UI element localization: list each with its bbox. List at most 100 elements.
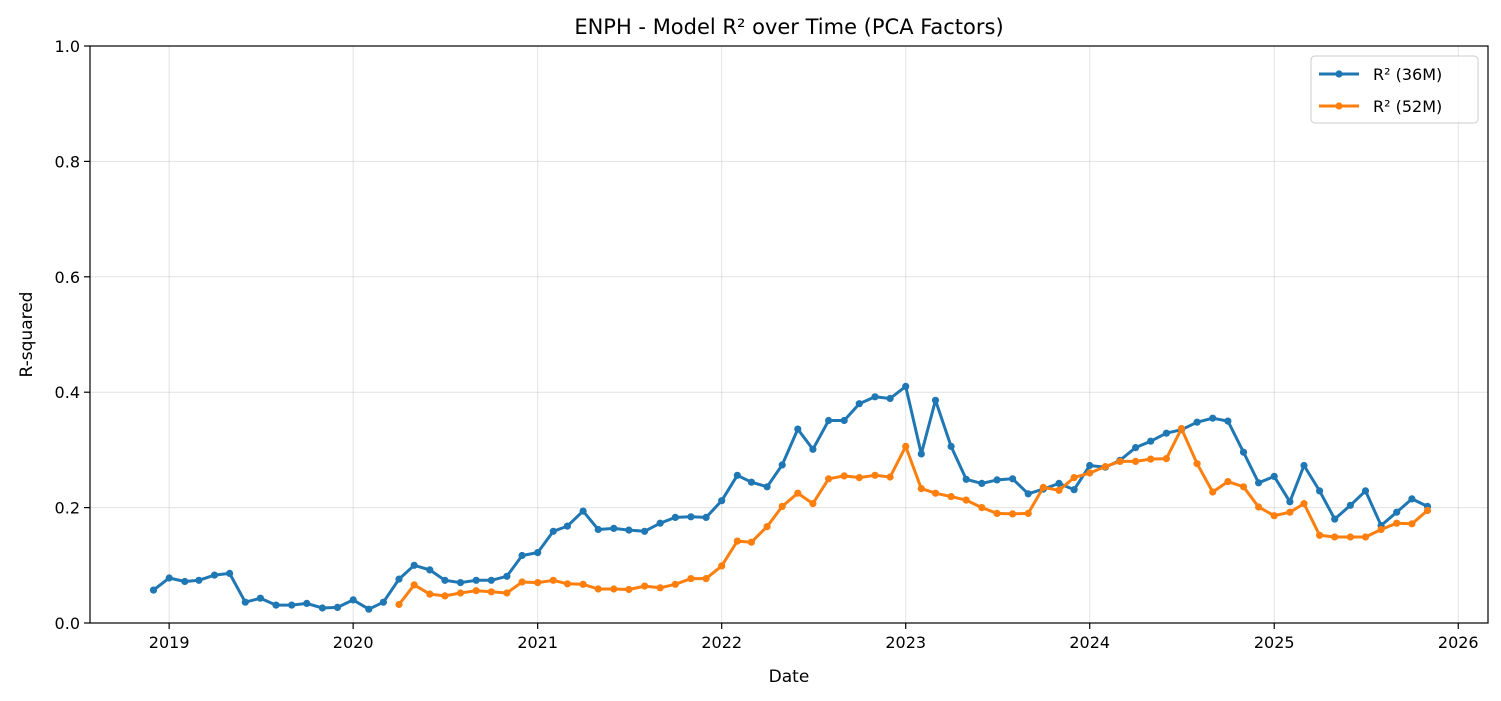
data-point — [518, 551, 526, 560]
data-point — [1162, 429, 1170, 437]
data-point — [1346, 533, 1354, 541]
data-point — [149, 586, 158, 594]
chart-title: ENPH - Model R² over Time (PCA Factors) — [574, 15, 1003, 39]
x-axis-label: Date — [769, 667, 810, 687]
data-point — [1300, 500, 1308, 508]
data-point — [1239, 448, 1248, 456]
x-tick-label: 2024 — [1069, 633, 1110, 652]
plot-frame — [89, 45, 1489, 624]
data-point — [549, 527, 557, 535]
data-point — [1361, 533, 1370, 541]
data-point — [1239, 483, 1248, 491]
data-point — [1193, 418, 1201, 426]
data-point — [1270, 472, 1278, 480]
data-point — [902, 442, 910, 450]
data-point — [763, 523, 771, 531]
data-point — [1377, 525, 1385, 534]
data-point — [1009, 510, 1017, 518]
legend-marker — [1335, 70, 1343, 78]
data-point — [1177, 425, 1186, 433]
data-point — [579, 507, 587, 515]
data-point — [1255, 479, 1263, 487]
data-point — [1147, 437, 1155, 445]
data-point — [1316, 487, 1324, 495]
data-point — [1024, 490, 1032, 498]
data-point — [931, 489, 940, 497]
x-tick-label: 2023 — [885, 633, 926, 652]
data-point — [563, 580, 572, 588]
y-tick-label: 1.0 — [55, 37, 80, 56]
data-point — [210, 571, 219, 579]
data-point — [272, 601, 280, 609]
data-point — [1361, 487, 1370, 495]
data-point — [747, 538, 756, 546]
x-tick-label: 2021 — [517, 633, 558, 652]
y-tick-label: 0.8 — [55, 152, 80, 171]
data-point — [947, 442, 955, 450]
y-tick-label: 0.6 — [55, 268, 80, 287]
data-point — [962, 475, 970, 483]
y-tick-label: 0.0 — [55, 614, 80, 633]
data-point — [241, 598, 249, 606]
data-point — [641, 527, 649, 535]
data-point — [441, 576, 449, 584]
data-point — [410, 581, 418, 589]
legend-item: R² (52M) — [1319, 97, 1442, 116]
data-point — [656, 519, 664, 527]
legend-label: R² (36M) — [1373, 65, 1442, 84]
data-point — [702, 575, 710, 583]
data-point — [549, 576, 557, 584]
data-point — [503, 589, 511, 597]
data-point — [902, 382, 910, 390]
data-point — [733, 537, 741, 545]
data-point — [656, 584, 664, 592]
data-point — [1070, 486, 1078, 494]
data-point — [917, 450, 925, 458]
x-tick-label: 2022 — [701, 633, 742, 652]
data-point — [825, 416, 833, 425]
data-point — [1408, 520, 1416, 528]
data-point — [288, 601, 296, 609]
data-point — [379, 598, 387, 606]
data-point — [610, 524, 618, 533]
data-point — [1423, 506, 1432, 515]
data-point — [1224, 417, 1232, 425]
data-point — [1255, 503, 1263, 511]
data-point — [763, 483, 771, 491]
data-point — [563, 522, 572, 530]
data-point — [534, 549, 542, 557]
data-point — [610, 585, 618, 593]
data-point — [687, 575, 695, 583]
data-point — [809, 500, 817, 508]
series-2 — [395, 425, 1432, 609]
data-point — [978, 504, 986, 512]
data-point — [1346, 501, 1354, 509]
data-point — [303, 599, 311, 608]
data-point — [855, 474, 863, 482]
x-tick-label: 2020 — [333, 633, 374, 652]
data-point — [1331, 515, 1339, 523]
legend: R² (36M) R² (52M) — [1310, 55, 1479, 124]
data-point — [718, 497, 726, 505]
data-point — [395, 600, 403, 609]
data-point — [962, 496, 970, 504]
data-point — [472, 587, 480, 595]
grid-lines — [90, 45, 1488, 624]
data-point — [365, 605, 373, 613]
x-tick-label: 2019 — [149, 633, 190, 652]
data-point — [1116, 457, 1124, 465]
data-point — [794, 425, 802, 433]
x-axis-ticks: 2019 2020 2021 2022 2023 2024 2025 2026 — [149, 623, 1479, 652]
data-point — [1132, 444, 1140, 452]
y-axis-label: R-squared — [17, 292, 37, 378]
data-point — [886, 394, 894, 403]
data-point — [456, 589, 465, 597]
data-point — [1086, 469, 1094, 477]
data-point — [1270, 512, 1278, 520]
data-point — [1408, 495, 1416, 503]
series-layer — [149, 382, 1432, 613]
data-point — [534, 579, 542, 587]
data-point — [1070, 474, 1078, 482]
legend-label: R² (52M) — [1373, 97, 1442, 116]
data-point — [702, 513, 710, 522]
